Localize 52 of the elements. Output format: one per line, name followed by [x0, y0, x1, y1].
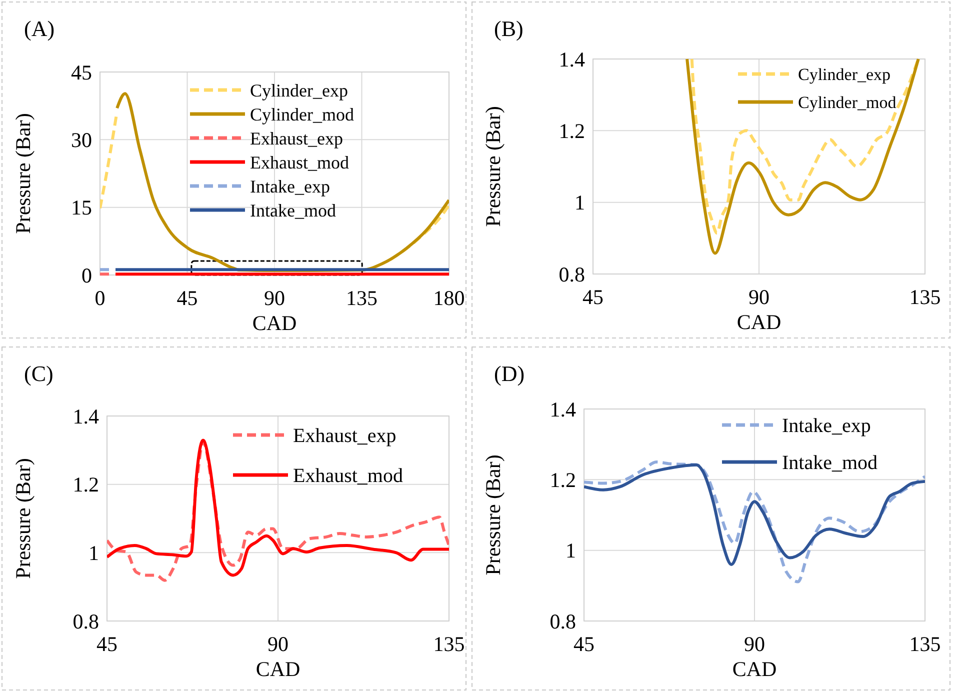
y-tick-label: 1: [566, 538, 576, 563]
legend-label: Exhaust_exp: [250, 128, 343, 148]
y-axis-title: Pressure (Bar): [11, 458, 35, 579]
y-tick-label: 0.8: [72, 609, 99, 634]
y-axis-title: Pressure (Bar): [481, 454, 505, 576]
y-tick-label: 30: [71, 128, 92, 152]
y-tick-label: 1.4: [558, 47, 586, 72]
x-axis-title: CAD: [732, 657, 777, 681]
y-tick-label: 1: [574, 190, 585, 215]
x-tick-label: 45: [96, 632, 118, 656]
x-tick-label: 90: [744, 632, 765, 656]
legend-label: Exhaust_mod: [293, 465, 403, 487]
x-tick-label: 90: [264, 286, 285, 310]
x-tick-label: 45: [176, 286, 198, 310]
x-tick-label: 135: [909, 632, 941, 656]
y-tick-label: 15: [71, 196, 92, 220]
y-axis-title: Pressure (Bar): [11, 113, 35, 234]
chart-title: (D): [494, 361, 525, 386]
legend-label: Intake_exp: [782, 415, 871, 437]
legend-label: Cylinder_exp: [250, 80, 348, 100]
legend-label: Intake_mod: [782, 452, 878, 474]
x-axis-title: CAD: [252, 311, 297, 335]
y-tick-label: 1.2: [72, 472, 99, 497]
legend-label: Exhaust_exp: [293, 425, 396, 447]
legend-label: Cylinder_mod: [798, 92, 897, 112]
chart-title: (C): [24, 361, 54, 386]
legend-label: Intake_exp: [250, 176, 330, 196]
chart-title: (A): [24, 16, 55, 41]
y-tick-label: 0: [82, 263, 92, 288]
x-tick-label: 135: [346, 286, 378, 310]
legend-label: Intake_mod: [250, 200, 336, 220]
x-tick-label: 90: [748, 285, 770, 309]
y-tick-label: 1.4: [72, 404, 100, 428]
legend-label: Cylinder_mod: [250, 104, 354, 124]
x-axis-title: CAD: [256, 657, 300, 681]
x-tick-label: 135: [909, 285, 941, 309]
y-tick-label: 1.2: [558, 119, 585, 144]
y-axis-title: Pressure (Bar): [481, 106, 505, 227]
legend-label: Exhaust_mod: [250, 152, 349, 172]
x-tick-label: 135: [433, 632, 465, 656]
x-tick-label: 90: [268, 632, 288, 656]
x-tick-label: 180: [433, 286, 465, 310]
y-tick-label: 0.8: [550, 609, 576, 634]
x-axis-title: CAD: [736, 310, 782, 334]
y-tick-label: 45: [71, 60, 92, 84]
x-tick-label: 45: [582, 285, 604, 309]
legend-label: Cylinder_exp: [798, 64, 891, 84]
y-tick-label: 1.2: [550, 468, 576, 492]
y-tick-label: 0.8: [558, 262, 585, 286]
chart-title: (B): [494, 16, 524, 41]
y-tick-label: 1.4: [550, 397, 576, 422]
y-tick-label: 1: [88, 541, 99, 566]
